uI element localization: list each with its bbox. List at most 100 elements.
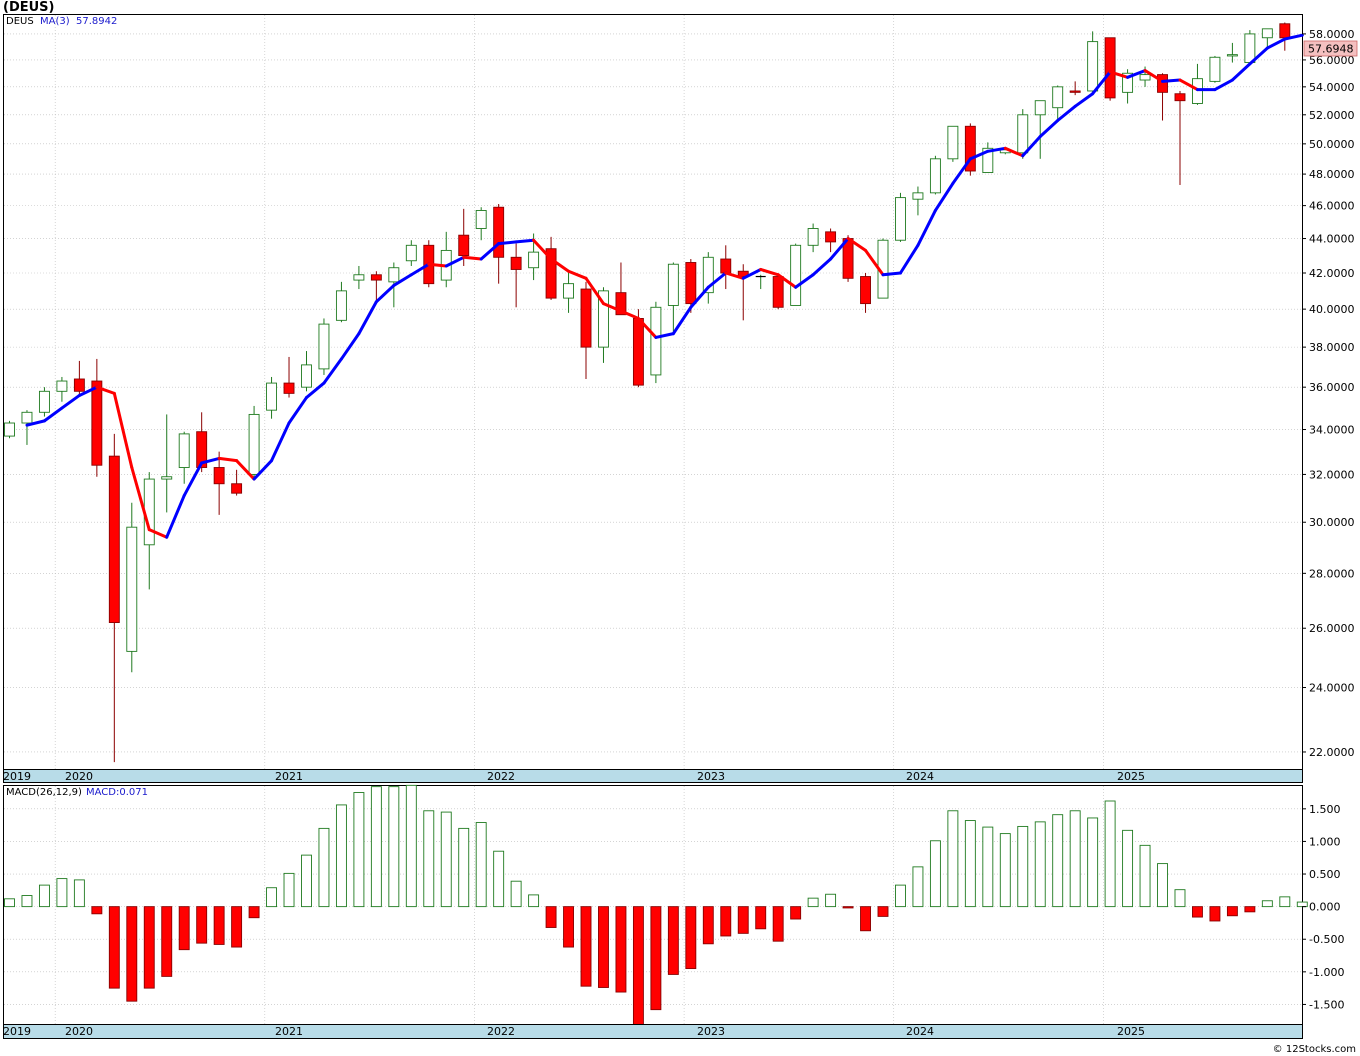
ma-segment bbox=[619, 309, 640, 320]
candle bbox=[335, 281, 347, 323]
candle-body bbox=[825, 231, 837, 243]
candle-body bbox=[807, 228, 819, 246]
macd-bar bbox=[580, 906, 592, 987]
candle-body bbox=[510, 256, 522, 270]
candle-body bbox=[964, 125, 976, 172]
macd-tick-label: 1.500 bbox=[1309, 803, 1341, 816]
price-date-label: 2022 bbox=[487, 770, 515, 783]
ma-segment bbox=[1108, 70, 1130, 79]
macd-bar bbox=[56, 878, 68, 908]
candle-body bbox=[266, 382, 277, 411]
ma-label: MA(3) bbox=[40, 16, 70, 27]
candle-body bbox=[475, 210, 487, 229]
ma-segment bbox=[42, 406, 64, 423]
candle-body bbox=[1122, 72, 1134, 93]
ma-segment bbox=[1126, 69, 1147, 79]
ma-segment bbox=[898, 243, 920, 275]
macd-bar bbox=[964, 820, 976, 908]
ma-segment bbox=[1038, 119, 1060, 138]
macd-bar bbox=[772, 906, 784, 942]
candle bbox=[178, 431, 190, 484]
candle-body bbox=[772, 276, 784, 308]
candle bbox=[598, 287, 609, 363]
price-axis: 58.0000 56.0000 54.0000 52.0000 50.0000 48.00… bbox=[1302, 28, 1355, 759]
candle-body bbox=[248, 413, 260, 475]
candle bbox=[982, 142, 994, 173]
price-tick-label: 30.0000 bbox=[1309, 516, 1355, 529]
macd-bar bbox=[301, 854, 312, 908]
candle bbox=[615, 262, 627, 316]
price-tick-label: 50.0000 bbox=[1309, 138, 1355, 151]
macd-panel: 1.500 1.000 0.500 0.000 -0.500 -1.000 -1.500 M… bbox=[3, 784, 1344, 1026]
macd-bar bbox=[755, 906, 767, 930]
candle-body bbox=[947, 125, 959, 160]
candle-body bbox=[1017, 114, 1029, 154]
macd-bar bbox=[458, 827, 470, 908]
candle bbox=[1104, 37, 1116, 101]
ma-segment bbox=[567, 269, 588, 280]
candle bbox=[929, 155, 941, 195]
ma-segment bbox=[409, 262, 431, 277]
candle bbox=[91, 358, 103, 477]
ma-segment bbox=[217, 456, 239, 463]
macd-bar bbox=[1244, 906, 1256, 913]
macd-bar bbox=[1226, 906, 1238, 917]
ma-segment bbox=[304, 381, 326, 400]
candle-body bbox=[283, 382, 295, 394]
macd-bar bbox=[1034, 821, 1046, 908]
candle bbox=[1209, 55, 1221, 83]
ma-segment bbox=[706, 271, 728, 289]
candle-body bbox=[1244, 33, 1256, 64]
candle-body bbox=[493, 206, 505, 258]
ma-segment bbox=[951, 157, 972, 185]
ma-segment bbox=[671, 305, 693, 336]
ma-segment bbox=[357, 300, 378, 336]
macd-date-label: 2019 bbox=[3, 1025, 31, 1038]
macd-bar bbox=[999, 833, 1011, 908]
site-credit: © 12Stocks.com bbox=[1273, 1044, 1356, 1055]
candle-body bbox=[335, 290, 347, 321]
candle-body bbox=[702, 256, 714, 294]
candle bbox=[563, 271, 574, 313]
ma-segment bbox=[549, 257, 571, 273]
macd-bar bbox=[632, 906, 644, 1026]
macd-bar bbox=[528, 894, 540, 908]
price-date-label: 2021 bbox=[275, 770, 303, 783]
macd-bar bbox=[667, 906, 679, 975]
price-tick-label: 40.0000 bbox=[1309, 303, 1355, 316]
macd-bar bbox=[370, 786, 382, 908]
candle bbox=[475, 207, 487, 241]
macd-date-label: 2021 bbox=[275, 1025, 303, 1038]
price-date-axis: 2019 2020 2021 2022 2023 2024 2025 bbox=[3, 769, 1303, 783]
macd-date-label: 2023 bbox=[697, 1025, 725, 1038]
macd-bar bbox=[545, 906, 557, 928]
candle bbox=[213, 451, 225, 515]
candle-body bbox=[126, 526, 138, 652]
candle bbox=[126, 502, 138, 673]
candle bbox=[667, 262, 679, 332]
macd-bar bbox=[563, 906, 574, 948]
ma-segment bbox=[846, 237, 868, 252]
macd-bar bbox=[423, 810, 435, 908]
ma-segment bbox=[1230, 62, 1252, 82]
candle-body bbox=[1226, 54, 1238, 57]
candle bbox=[825, 228, 837, 253]
candle-body bbox=[21, 411, 33, 424]
ma-segment bbox=[1021, 134, 1042, 158]
candle bbox=[1226, 42, 1238, 63]
ma-segment bbox=[986, 146, 1007, 153]
candle bbox=[964, 123, 976, 176]
price-tick-label: 32.0000 bbox=[1309, 468, 1355, 481]
macd-date-strip bbox=[3, 1024, 1303, 1039]
ma-segment bbox=[25, 419, 46, 427]
macd-bar bbox=[912, 866, 924, 908]
ma-segment bbox=[654, 332, 675, 339]
candle bbox=[947, 125, 959, 162]
candle bbox=[283, 356, 295, 398]
macd-tick-label: 0.000 bbox=[1309, 901, 1341, 914]
macd-bar bbox=[38, 884, 50, 908]
ma-segment bbox=[322, 357, 343, 385]
ma-segment bbox=[427, 262, 448, 268]
macd-bar bbox=[143, 906, 155, 989]
ma-segment bbox=[811, 257, 833, 277]
